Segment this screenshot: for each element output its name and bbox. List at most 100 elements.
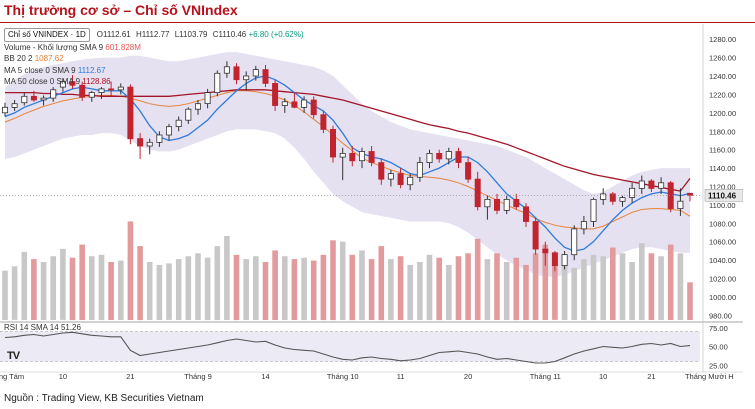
volume-bar bbox=[687, 282, 693, 320]
price-tick-label: 1240.00 bbox=[709, 72, 736, 81]
candle-body bbox=[21, 95, 28, 104]
price-tick-label: 1020.00 bbox=[709, 275, 736, 284]
candle-body bbox=[493, 198, 500, 211]
candle-body bbox=[465, 162, 472, 180]
legend-ma50-row[interactable]: MA 50 close 0 SMA 9 1128.86 bbox=[4, 76, 304, 88]
candle-body bbox=[542, 248, 549, 254]
candle-body bbox=[677, 200, 684, 209]
candle-body bbox=[513, 198, 520, 208]
volume-bar bbox=[474, 238, 481, 320]
candle-body bbox=[40, 97, 47, 101]
volume-bar bbox=[272, 250, 278, 320]
ma50-value: 1128.86 bbox=[82, 77, 111, 86]
legend-volume-row[interactable]: Volume - Khối lượng SMA 9 601.828M bbox=[4, 42, 304, 54]
price-tick-label: 1260.00 bbox=[709, 54, 736, 63]
rsi-label: RSI 14 SMA 14 bbox=[4, 323, 59, 332]
volume-bar bbox=[253, 256, 259, 320]
volume-bar bbox=[282, 256, 288, 320]
price-tick-label: 1060.00 bbox=[709, 238, 736, 247]
candle-body bbox=[561, 254, 568, 267]
candle-body bbox=[214, 72, 221, 93]
volume-bar bbox=[552, 266, 558, 320]
x-tick-label: 20 bbox=[464, 372, 472, 381]
legend-open: O1112.61 bbox=[96, 30, 131, 39]
rsi-line bbox=[4, 331, 691, 364]
candle-body bbox=[532, 221, 539, 250]
candle-body bbox=[648, 180, 655, 189]
volume-bar bbox=[349, 254, 356, 321]
candle-body bbox=[79, 84, 86, 98]
volume-bar bbox=[465, 253, 471, 320]
volume-bar bbox=[2, 270, 8, 320]
volume-bar bbox=[166, 263, 172, 320]
candlestick-chart[interactable]: 1280.00 1260.00 1240.00 1220.00 1200.00 1180.… bbox=[0, 24, 744, 390]
candle-body bbox=[378, 162, 385, 180]
candle-body bbox=[426, 152, 433, 163]
volume-bar bbox=[262, 262, 269, 320]
rsi-tick-label: 50.00 bbox=[709, 343, 728, 352]
legend-close: C1110.46 bbox=[212, 30, 247, 39]
candle-body bbox=[580, 221, 587, 230]
legend-low: L1103.79 bbox=[174, 30, 208, 39]
candle-body bbox=[638, 180, 645, 189]
title-divider bbox=[0, 22, 755, 23]
volume-bar bbox=[320, 254, 327, 321]
volume-bar bbox=[89, 256, 95, 320]
volume-bar bbox=[195, 253, 201, 320]
candle-body bbox=[407, 176, 414, 186]
price-tick-label: 1200.00 bbox=[709, 109, 736, 118]
rsi-legend[interactable]: RSI 14 SMA 14 51.26 bbox=[4, 323, 81, 332]
price-tick-label: 1040.00 bbox=[709, 256, 736, 265]
volume-bar bbox=[69, 257, 76, 321]
symbol-selector[interactable]: Chỉ số VNINDEX · 1D bbox=[4, 28, 90, 42]
volume-bar bbox=[600, 256, 606, 320]
volume-bar bbox=[368, 259, 375, 320]
last-price-label: 1110.46 bbox=[708, 191, 737, 200]
rsi-value: 51.26 bbox=[60, 323, 81, 332]
bb-label: BB 20 2 bbox=[4, 54, 33, 63]
rsi-tick-label: 25.00 bbox=[709, 361, 728, 370]
volume-bar bbox=[98, 254, 105, 321]
volume-bar bbox=[79, 244, 85, 320]
candle-body bbox=[629, 187, 636, 198]
volume-bar bbox=[233, 254, 240, 321]
tradingview-logo[interactable]: TV bbox=[7, 350, 20, 362]
volume-bar bbox=[667, 244, 674, 320]
candle-body bbox=[609, 193, 616, 202]
x-tick-label: Tháng 10 bbox=[327, 372, 359, 381]
volume-bar bbox=[359, 250, 365, 320]
chart-legend: Chỉ số VNINDEX · 1D O1112.61 H1112.77 L11… bbox=[4, 28, 304, 88]
legend-ma5-row[interactable]: MA 5 close 0 SMA 9 1112.67 bbox=[4, 65, 304, 77]
volume-bar bbox=[629, 262, 635, 320]
x-tick-label: 21 bbox=[647, 372, 655, 381]
candle-body bbox=[11, 103, 18, 108]
candle-body bbox=[243, 75, 250, 81]
candle-body bbox=[397, 173, 404, 186]
volume-bar bbox=[494, 253, 500, 320]
volume-bar bbox=[619, 253, 626, 320]
volume-bar bbox=[108, 262, 114, 320]
price-tick-label: 1180.00 bbox=[709, 127, 736, 136]
candle-body bbox=[185, 108, 192, 121]
volume-bar bbox=[590, 254, 597, 321]
volume-bar bbox=[156, 264, 163, 320]
x-tick-label: 14 bbox=[261, 372, 269, 381]
volume-bar bbox=[243, 259, 249, 320]
candle-body bbox=[349, 152, 356, 162]
volume-bar bbox=[677, 253, 684, 320]
volume-bar bbox=[378, 246, 385, 321]
candle-body bbox=[50, 89, 57, 99]
volume-bar bbox=[532, 253, 539, 320]
candle-body bbox=[233, 66, 240, 81]
volume-bar bbox=[426, 254, 433, 321]
ma50-label: MA 50 close 0 SMA 9 bbox=[4, 77, 81, 86]
legend-bb-row[interactable]: BB 20 2 1087.62 bbox=[4, 53, 304, 65]
candle-body bbox=[69, 81, 76, 86]
x-tick-label: 11 bbox=[397, 372, 405, 381]
candle-body bbox=[658, 182, 665, 189]
volume-bar bbox=[658, 256, 664, 320]
volume-bar bbox=[484, 259, 491, 320]
candle-body bbox=[137, 138, 144, 147]
candle-body bbox=[165, 126, 172, 136]
chart-frame[interactable]: 1280.00 1260.00 1240.00 1220.00 1200.00 1180.… bbox=[0, 24, 744, 390]
